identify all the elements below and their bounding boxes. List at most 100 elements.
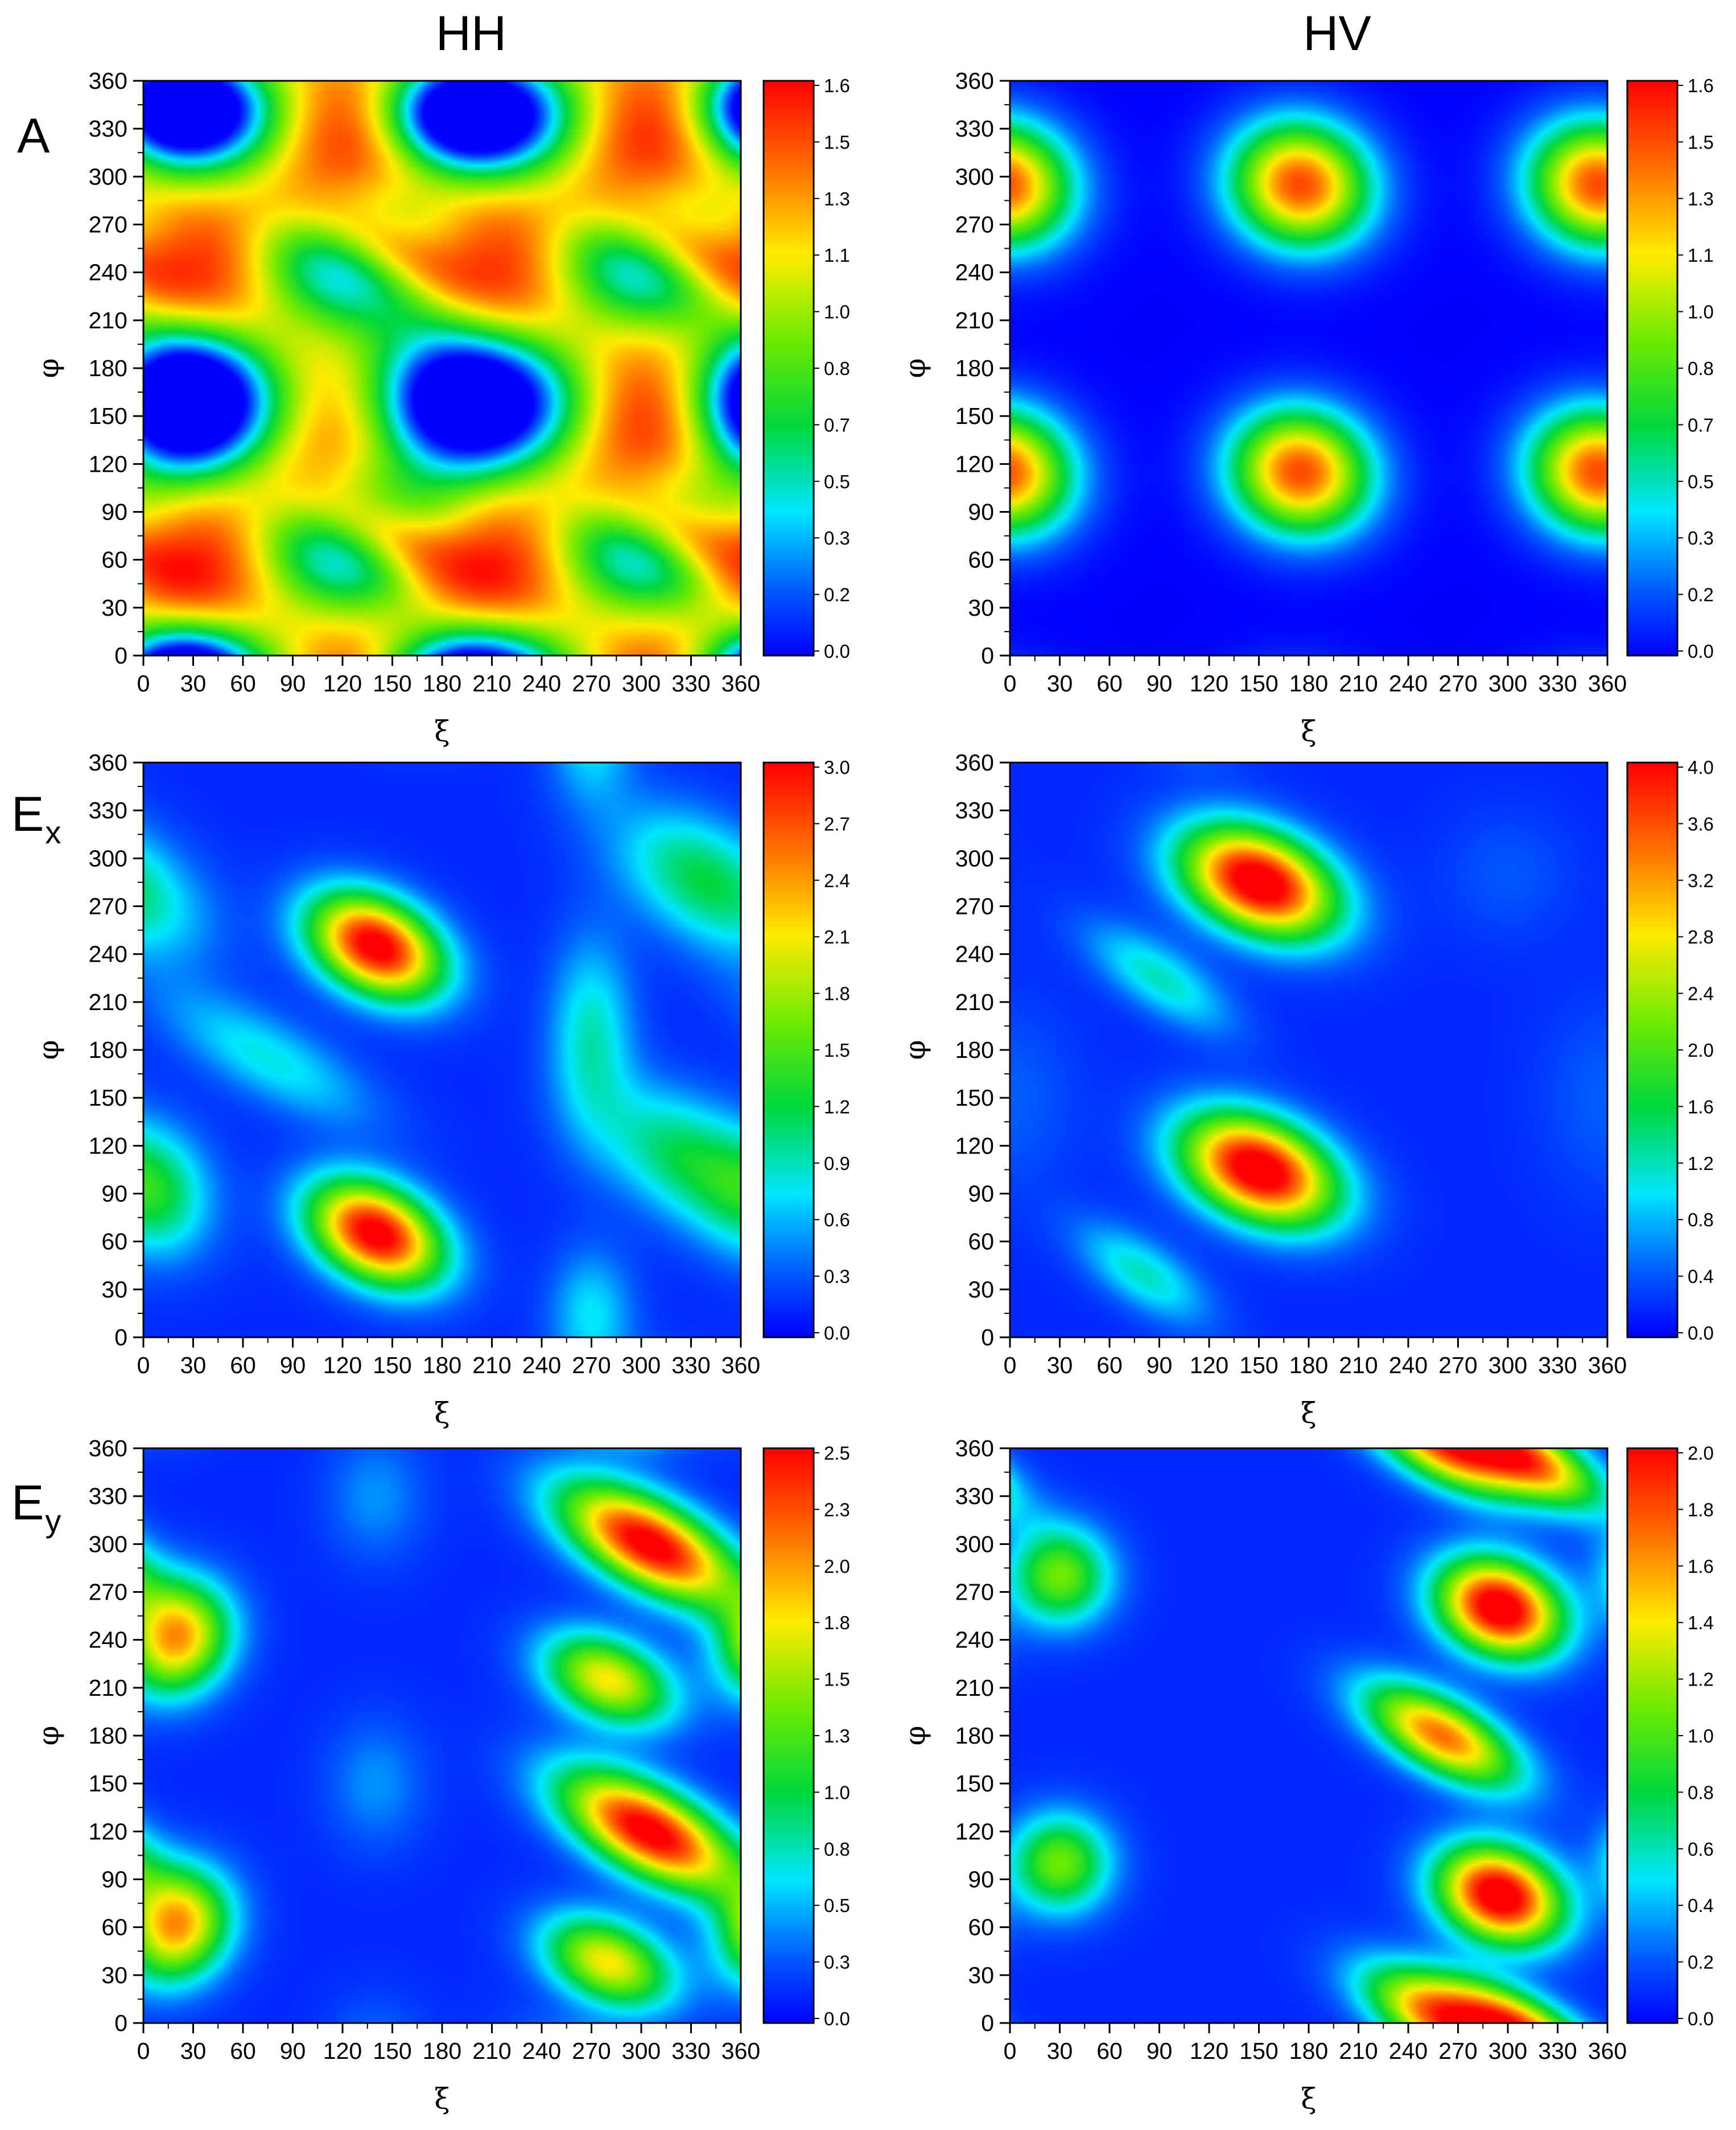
x-tick-label: 30 bbox=[1047, 2038, 1073, 2064]
x-tick-label: 330 bbox=[1538, 2038, 1577, 2064]
colorbar-tick-label: 0.6 bbox=[1688, 1839, 1714, 1860]
y-tick-label: 270 bbox=[89, 212, 127, 238]
colorbar-tick-label: 1.5 bbox=[824, 1669, 850, 1690]
y-tick-label: 150 bbox=[955, 403, 994, 429]
y-tick-label: 150 bbox=[89, 1770, 127, 1797]
colorbar-tick-label: 0.4 bbox=[1688, 1266, 1714, 1287]
y-tick-label: 210 bbox=[955, 1675, 994, 1701]
colorbar-tick-label: 0.8 bbox=[1688, 1209, 1714, 1230]
y-tick-label: 60 bbox=[101, 1229, 127, 1255]
x-tick-label: 330 bbox=[1538, 1352, 1577, 1378]
y-tick-label: 90 bbox=[101, 1181, 127, 1207]
colorbar-tick-label: 0.2 bbox=[1688, 584, 1714, 605]
colorbar-tick-label: 1.5 bbox=[824, 1040, 850, 1061]
x-tick-label: 60 bbox=[230, 2038, 256, 2064]
colorbar-tick-label: 0.8 bbox=[824, 1839, 850, 1860]
y-tick-label: 0 bbox=[114, 642, 127, 669]
colorbar bbox=[1626, 80, 1679, 657]
colorbar-tick-label: 1.6 bbox=[1688, 1556, 1714, 1577]
y-tick-label: 30 bbox=[101, 595, 127, 621]
y-tick-label: 0 bbox=[981, 2010, 994, 2036]
y-axis-label: φ bbox=[898, 1725, 931, 1745]
heatmap-panel: 0 30 60 90 120 150 180 210 240 270 300 330 360 0 30 60 9… bbox=[898, 1435, 1714, 2115]
y-tick-label: 210 bbox=[955, 307, 994, 333]
colorbar-tick-label: 1.6 bbox=[824, 75, 850, 96]
colorbar-tick-label: 4.0 bbox=[1688, 757, 1714, 778]
x-tick-label: 120 bbox=[1190, 670, 1228, 697]
y-tick-label: 30 bbox=[101, 1276, 127, 1303]
x-tick-label: 120 bbox=[323, 670, 362, 697]
colorbar-tick-label: 1.0 bbox=[824, 302, 850, 323]
y-tick-label: 240 bbox=[89, 1627, 127, 1653]
y-tick-label: 360 bbox=[955, 68, 994, 94]
colorbar-tick-label: 1.3 bbox=[1688, 188, 1714, 209]
y-tick-label: 30 bbox=[101, 1962, 127, 1988]
colorbar-tick-label: 1.4 bbox=[1688, 1612, 1714, 1633]
heatmap-panel: 0 30 60 90 120 150 180 210 240 270 300 330 360 0 30 60 9… bbox=[898, 749, 1714, 1429]
x-tick-label: 330 bbox=[671, 1352, 710, 1378]
y-tick-label: 210 bbox=[89, 307, 127, 333]
x-tick-label: 0 bbox=[1004, 1352, 1017, 1378]
colorbar-tick-label: 1.0 bbox=[824, 1782, 850, 1803]
colorbar-tick-label: 3.0 bbox=[824, 757, 850, 778]
x-tick-label: 60 bbox=[1096, 2038, 1123, 2064]
colorbar bbox=[1626, 1447, 1679, 2024]
x-tick-label: 270 bbox=[1438, 1352, 1477, 1378]
colorbar bbox=[762, 80, 815, 657]
x-tick-label: 0 bbox=[1004, 2038, 1017, 2064]
y-tick-label: 270 bbox=[89, 893, 127, 920]
y-tick-label: 60 bbox=[968, 1229, 994, 1255]
colorbar-tick-label: 0.7 bbox=[824, 414, 850, 435]
colorbar-tick-label: 1.2 bbox=[1688, 1153, 1714, 1174]
colorbar-tick-label: 1.8 bbox=[824, 983, 850, 1004]
x-tick-label: 150 bbox=[373, 670, 411, 697]
colorbar-tick-label: 0.8 bbox=[1688, 358, 1714, 379]
x-tick-label: 240 bbox=[1389, 670, 1428, 697]
y-tick-label: 120 bbox=[955, 1132, 994, 1159]
y-tick-label: 90 bbox=[968, 1867, 994, 1893]
x-tick-label: 270 bbox=[1438, 2038, 1477, 2064]
x-tick-label: 150 bbox=[373, 1352, 411, 1378]
x-tick-label: 120 bbox=[323, 1352, 362, 1378]
y-tick-label: 120 bbox=[955, 1818, 994, 1844]
x-tick-label: 90 bbox=[280, 1352, 306, 1378]
y-tick-label: 270 bbox=[955, 893, 994, 920]
y-tick-label: 360 bbox=[89, 68, 127, 94]
x-tick-label: 60 bbox=[1096, 670, 1123, 697]
colorbar bbox=[1626, 761, 1679, 1338]
colorbar-tick-label: 2.4 bbox=[1688, 983, 1714, 1004]
x-tick-label: 180 bbox=[1289, 1352, 1328, 1378]
x-tick-label: 30 bbox=[1047, 1352, 1073, 1378]
y-tick-label: 60 bbox=[968, 1914, 994, 1941]
y-tick-label: 330 bbox=[89, 116, 127, 142]
y-tick-label: 30 bbox=[968, 595, 994, 621]
x-tick-label: 180 bbox=[1289, 670, 1328, 697]
x-tick-label: 90 bbox=[1147, 2038, 1173, 2064]
x-tick-label: 30 bbox=[180, 1352, 207, 1378]
colorbar-tick-label: 1.1 bbox=[1688, 245, 1714, 266]
x-tick-label: 210 bbox=[1339, 1352, 1378, 1378]
colorbar-tick-label: 0.0 bbox=[824, 1323, 850, 1344]
y-tick-label: 0 bbox=[114, 2010, 127, 2036]
x-tick-label: 150 bbox=[1239, 670, 1278, 697]
x-tick-label: 360 bbox=[721, 670, 760, 697]
x-tick-label: 360 bbox=[721, 1352, 760, 1378]
colorbar-tick-label: 1.3 bbox=[824, 1725, 850, 1746]
colorbar-tick-label: 0.0 bbox=[1688, 1323, 1714, 1344]
x-tick-label: 180 bbox=[1289, 2038, 1328, 2064]
x-tick-label: 270 bbox=[572, 1352, 611, 1378]
y-tick-label: 270 bbox=[955, 212, 994, 238]
heatmap-panel: 0 30 60 90 120 150 180 210 240 270 300 330 360 0 30 60 9… bbox=[898, 68, 1714, 748]
x-tick-label: 240 bbox=[522, 1352, 561, 1378]
colorbar-tick-label: 2.0 bbox=[1688, 1040, 1714, 1061]
row-label-a: A bbox=[17, 109, 50, 163]
colorbar-tick-label: 2.0 bbox=[824, 1556, 850, 1577]
colorbar-tick-label: 1.3 bbox=[824, 188, 850, 209]
heatmap-image bbox=[1010, 1448, 1607, 2023]
y-tick-label: 60 bbox=[101, 1914, 127, 1941]
y-tick-label: 300 bbox=[955, 845, 994, 871]
y-tick-label: 150 bbox=[89, 1085, 127, 1111]
colorbar-tick-label: 0.0 bbox=[1688, 2008, 1714, 2029]
x-tick-label: 330 bbox=[671, 2038, 710, 2064]
